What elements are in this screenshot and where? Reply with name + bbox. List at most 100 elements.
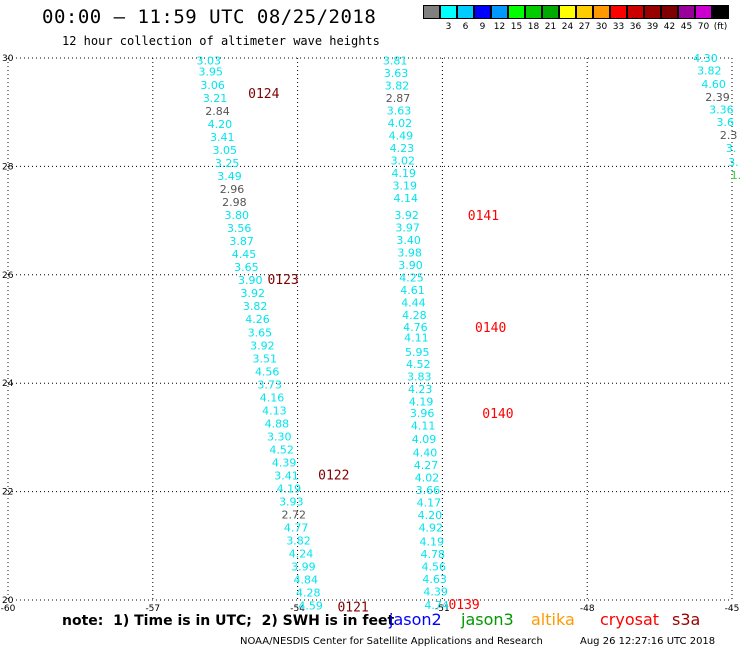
color-scale-tick: 39 — [646, 22, 659, 32]
x-tick-label: -57 — [145, 604, 160, 614]
y-tick-label: 28 — [2, 162, 14, 172]
track-pass-label: 0140 — [482, 407, 513, 422]
color-scale-swatch — [525, 5, 542, 19]
wave-height-point: 4.13 — [262, 404, 287, 417]
wave-height-point: 3.6 — [716, 116, 734, 129]
footer-note: note: 1) Time is in UTC; 2) SWH is in fe… — [62, 613, 395, 629]
color-scale-swatch — [474, 5, 491, 19]
color-scale-tick: 27 — [578, 22, 591, 32]
wave-height-point: 3.21 — [203, 92, 228, 105]
wave-height-point: 3.25 — [215, 157, 240, 170]
wave-height-point: 3.36 — [709, 103, 734, 116]
wave-height-point: 4.20 — [418, 509, 443, 522]
wave-height-point: 3.87 — [229, 235, 254, 248]
wave-height-point: 4.25 — [399, 272, 424, 285]
wave-height-point: 3.51 — [253, 352, 278, 365]
color-scale-swatch — [491, 5, 508, 19]
wave-height-point: 3.82 — [385, 80, 410, 93]
wave-height-point: 3.90 — [238, 274, 263, 287]
wave-height-point: 4.59 — [298, 599, 323, 612]
wave-height-point: 3.40 — [396, 234, 421, 247]
wave-height-point: 4.61 — [400, 284, 425, 297]
color-scale-swatch — [542, 5, 559, 19]
wave-height-point: 4.63 — [422, 573, 447, 586]
wave-height-point: 4.11 — [404, 332, 429, 345]
wave-height-point: 3.06 — [200, 79, 225, 92]
wave-height-point: 3.82 — [286, 534, 311, 547]
wave-height-point: 3.96 — [410, 407, 435, 420]
wave-height-point: 4.56 — [421, 560, 446, 573]
color-scale-tick: 30 — [595, 22, 608, 32]
color-scale-swatch — [695, 5, 712, 19]
wave-height-point: 3.92 — [250, 339, 275, 352]
wave-height-point: 4.14 — [393, 192, 418, 205]
wave-height-point: 4.78 — [420, 548, 445, 561]
wave-height-point: 3.93 — [279, 495, 304, 508]
legend-jason3: jason3 — [461, 610, 514, 629]
legend-s3a: s3a — [672, 610, 701, 629]
color-scale-tick: 21 — [544, 22, 557, 32]
color-scale-tick: 45 — [680, 22, 693, 32]
wave-height-point: 4.26 — [245, 313, 270, 326]
wave-height-point: 1. — [731, 169, 740, 182]
color-scale-swatch — [508, 5, 525, 19]
wave-height-point: 2.3 — [720, 129, 738, 142]
color-scale-tick: 12 — [493, 22, 506, 32]
color-scale-tick: 24 — [561, 22, 574, 32]
wave-height-point: 3. — [728, 156, 739, 169]
track-pass-label: 0122 — [318, 468, 349, 483]
wave-height-point: 2.39 — [705, 91, 730, 104]
wave-height-point: 4.27 — [414, 459, 439, 472]
color-scale-tick: 6 — [462, 22, 469, 32]
wave-height-point: 4.92 — [419, 521, 444, 534]
track-pass-label: 0121 — [337, 601, 368, 616]
wave-height-point: 4.45 — [232, 248, 257, 261]
color-scale-swatch — [678, 5, 695, 19]
color-scale-swatch — [593, 5, 610, 19]
color-scale-swatch — [610, 5, 627, 19]
generation-timestamp: Aug 26 12:27:16 UTC 2018 — [580, 636, 716, 647]
wave-height-point: 4.02 — [388, 117, 413, 130]
color-scale-tick: 3 — [445, 22, 452, 32]
wave-height-point: 4.88 — [265, 417, 290, 430]
wave-height-point: 3.19 — [393, 179, 418, 192]
wave-height-point: 3.81 — [383, 55, 408, 68]
x-tick-label: -51 — [435, 604, 450, 614]
color-scale-swatch — [661, 5, 678, 19]
chart-title: 00:00 – 11:59 UTC 08/25/2018 — [42, 6, 377, 28]
wave-height-point: 4.19 — [420, 535, 445, 548]
y-tick-label: 20 — [2, 596, 14, 606]
wave-height-point: 3.03 — [197, 55, 222, 68]
color-scale-tick: 33 — [612, 22, 625, 32]
y-tick-label: 24 — [2, 379, 14, 389]
wave-height-point: 4.23 — [408, 383, 433, 396]
color-scale-swatch — [559, 5, 576, 19]
wave-height-point: 4.44 — [401, 296, 426, 309]
legend-altika: altika — [531, 610, 575, 629]
wave-height-point: 3.02 — [391, 154, 416, 167]
wave-height-point: 4.16 — [260, 391, 285, 404]
wave-height-point: 4.17 — [417, 496, 442, 509]
wave-height-point: 5.95 — [405, 346, 430, 359]
track-pass-label: 0124 — [248, 87, 279, 102]
chart-subtitle: 12 hour collection of altimeter wave hei… — [62, 34, 380, 48]
wave-height-point: 4.09 — [412, 433, 437, 446]
wave-height-point: 2.84 — [205, 105, 230, 118]
wave-height-point: 3.82 — [243, 300, 268, 313]
color-scale-swatch — [712, 5, 729, 19]
wave-height-point: 3.05 — [212, 144, 237, 157]
color-scale-tick: 42 — [663, 22, 676, 32]
wave-height-point: 3.49 — [217, 170, 242, 183]
color-scale-swatch — [644, 5, 661, 19]
wave-height-point: 4.39 — [423, 585, 448, 598]
wave-height-point: 3.65 — [248, 326, 273, 339]
x-tick-label: -45 — [725, 604, 740, 614]
color-scale-tick: (ft) — [713, 22, 728, 32]
wave-height-point: 4.52 — [269, 443, 294, 456]
wave-height-point: 4.19 — [392, 167, 417, 180]
wave-height-point: 4.39 — [272, 456, 297, 469]
wave-height-point: 3.99 — [291, 560, 316, 573]
color-scale-tick: 70 — [697, 22, 710, 32]
track-pass-label: 0140 — [475, 321, 506, 336]
